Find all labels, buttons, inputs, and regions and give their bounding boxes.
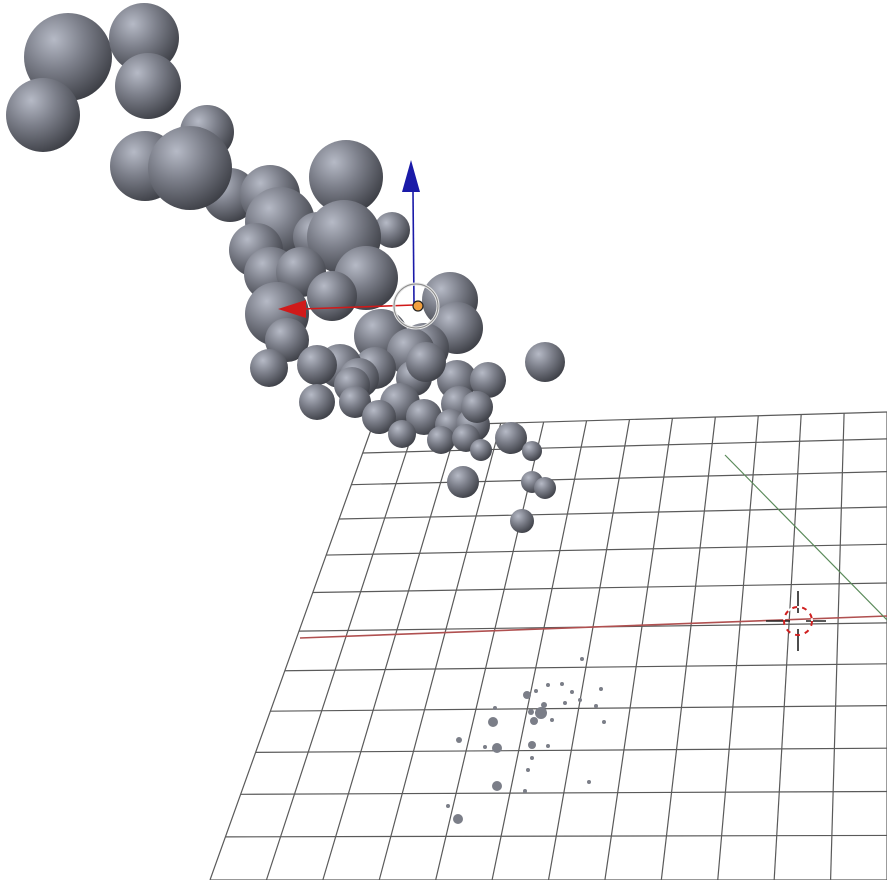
3d-cursor-icon[interactable] bbox=[766, 591, 826, 651]
particle-sphere bbox=[522, 441, 542, 461]
particle-sphere bbox=[362, 400, 396, 434]
particle-dot bbox=[528, 709, 534, 715]
particle-dot bbox=[530, 756, 534, 760]
grid-line bbox=[829, 413, 845, 880]
grid-line bbox=[773, 414, 802, 880]
transform-gizmo-icon[interactable] bbox=[278, 160, 440, 330]
particle-sphere bbox=[115, 53, 181, 119]
particle-sphere bbox=[510, 509, 534, 533]
particle-dot bbox=[526, 768, 530, 772]
grid-line bbox=[265, 425, 416, 880]
grid-line bbox=[322, 424, 459, 880]
grid-line bbox=[378, 423, 502, 880]
grid-line bbox=[491, 420, 588, 880]
particle-dot bbox=[546, 744, 550, 748]
particle-sphere bbox=[374, 212, 410, 248]
particle-sphere bbox=[339, 386, 371, 418]
particle-dot bbox=[523, 789, 527, 793]
particle-dot bbox=[602, 720, 606, 724]
grid-line bbox=[209, 426, 373, 880]
particle-sphere bbox=[406, 342, 446, 382]
particle-sphere bbox=[297, 345, 337, 385]
particle-sphere bbox=[309, 140, 383, 214]
particle-sphere bbox=[6, 78, 80, 152]
gizmo-ring-outline bbox=[393, 283, 439, 329]
grid-line bbox=[435, 421, 545, 880]
particle-dot bbox=[488, 717, 498, 727]
particle-dot bbox=[578, 698, 582, 702]
cursor-ring-white bbox=[783, 606, 813, 636]
particle-dot bbox=[493, 706, 497, 710]
gizmo-x-arrow-icon bbox=[278, 300, 306, 318]
particle-sphere bbox=[534, 477, 556, 499]
particle-sphere bbox=[470, 362, 506, 398]
particle-sphere bbox=[495, 422, 527, 454]
particle-sphere bbox=[427, 426, 455, 454]
particle-dot bbox=[550, 718, 554, 722]
object-origin-icon bbox=[412, 300, 424, 312]
particle-dot bbox=[453, 814, 463, 824]
particle-sphere bbox=[470, 439, 492, 461]
particle-dot bbox=[528, 741, 536, 749]
emitted-particles bbox=[446, 657, 606, 824]
grid-line bbox=[604, 418, 674, 880]
gizmo-z-axis bbox=[412, 191, 415, 306]
particle-sphere bbox=[461, 391, 493, 423]
particle-dot bbox=[587, 780, 591, 784]
particle-dot bbox=[446, 804, 450, 808]
particle-dot bbox=[570, 690, 574, 694]
particle-dot bbox=[535, 707, 547, 719]
y-axis-line bbox=[724, 454, 887, 621]
grid-line bbox=[717, 415, 759, 880]
particle-sphere bbox=[148, 126, 232, 210]
particle-sphere bbox=[525, 342, 565, 382]
grid-line bbox=[547, 419, 631, 880]
particle-sphere bbox=[250, 349, 288, 387]
particle-dot bbox=[546, 683, 550, 687]
particle-dot bbox=[492, 743, 502, 753]
particle-dot bbox=[530, 717, 538, 725]
particle-dot bbox=[492, 781, 502, 791]
particle-sphere bbox=[388, 420, 416, 448]
particle-dot bbox=[534, 689, 538, 693]
grid-line bbox=[225, 834, 887, 838]
particle-dot bbox=[580, 657, 584, 661]
particle-dot bbox=[483, 745, 487, 749]
particle-dot bbox=[599, 687, 603, 691]
grid-line bbox=[660, 416, 716, 880]
particle-dot bbox=[594, 704, 598, 708]
particle-sphere bbox=[307, 271, 357, 321]
particle-dot bbox=[523, 691, 531, 699]
particle-dot bbox=[456, 737, 462, 743]
particle-dot bbox=[563, 701, 567, 705]
gizmo-z-arrow-icon bbox=[402, 160, 420, 192]
grid-line bbox=[240, 790, 887, 795]
floor-axes bbox=[299, 454, 887, 639]
x-axis-line bbox=[299, 615, 887, 639]
particle-dot bbox=[541, 702, 547, 708]
particle-sphere bbox=[299, 384, 335, 420]
particle-sphere bbox=[447, 466, 479, 498]
particle-dot bbox=[560, 682, 564, 686]
particle-sphere bbox=[406, 399, 442, 435]
particle-spheres[interactable] bbox=[6, 3, 565, 533]
particle-sphere bbox=[109, 3, 179, 73]
